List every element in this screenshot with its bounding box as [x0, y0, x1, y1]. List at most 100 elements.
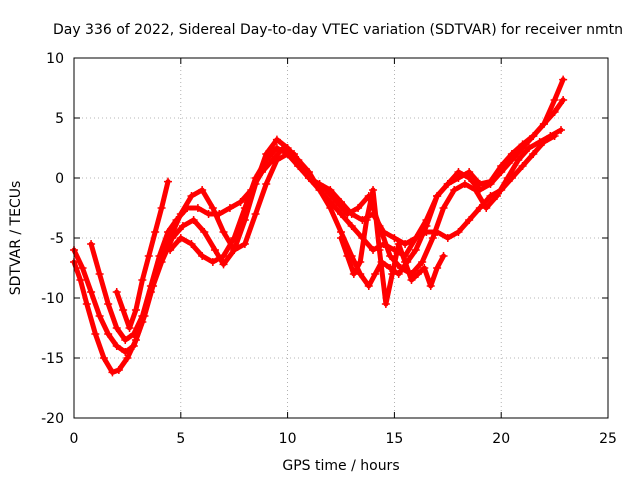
data-point-marker — [497, 168, 506, 176]
data-point-marker — [104, 330, 113, 338]
data-point-marker — [119, 306, 128, 314]
data-point-marker — [443, 234, 452, 242]
data-point-marker — [364, 282, 373, 290]
y-tick-label: -5 — [50, 231, 64, 247]
data-point-marker — [155, 252, 164, 260]
y-tick-labels: -20 -15 -10 -5 0 5 10 — [41, 51, 64, 427]
data-point-marker — [183, 204, 192, 212]
data-point-marker — [76, 276, 85, 284]
data-point-marker — [176, 234, 185, 242]
data-point-marker — [407, 276, 416, 284]
y-tick-label: -20 — [41, 411, 64, 427]
data-point-marker — [210, 246, 219, 254]
data-point-marker — [454, 228, 463, 236]
data-point-marker — [347, 210, 356, 218]
data-point-marker — [375, 246, 384, 254]
data-point-marker — [497, 186, 506, 194]
data-point-marker — [230, 234, 239, 242]
data-point-marker — [343, 252, 352, 260]
data-point-marker — [381, 300, 390, 308]
x-tick-label: 25 — [599, 431, 617, 447]
data-point-marker — [95, 270, 104, 278]
data-point-marker — [189, 216, 198, 224]
y-axis-label: SDTVAR / TECUs — [8, 181, 24, 296]
x-tick-label: 20 — [492, 431, 510, 447]
data-point-marker — [251, 210, 260, 218]
data-point-marker — [131, 306, 140, 314]
data-point-marker — [439, 252, 448, 260]
data-point-marker — [465, 216, 474, 224]
grid — [74, 58, 608, 418]
data-point-marker — [219, 252, 228, 260]
data-point-marker — [178, 222, 187, 230]
data-point-marker — [443, 180, 452, 188]
data-point-marker — [550, 132, 559, 140]
data-point-marker — [433, 192, 442, 200]
data-point-marker — [390, 234, 399, 242]
data-point-marker — [146, 282, 155, 290]
data-point-marker — [422, 216, 431, 224]
data-point-marker — [204, 210, 213, 218]
data-point-marker — [87, 240, 96, 248]
data-point-marker — [411, 234, 420, 242]
x-tick-labels: 0 5 10 15 20 25 — [70, 431, 617, 447]
data-point-marker — [486, 192, 495, 200]
data-point-marker — [550, 96, 559, 104]
data-point-marker — [129, 342, 138, 350]
data-point-marker — [99, 354, 108, 362]
y-tick-label: 10 — [46, 51, 64, 67]
data-point-marker — [187, 240, 196, 248]
data-point-marker — [411, 246, 420, 254]
data-point-marker — [157, 204, 166, 212]
data-point-marker — [262, 156, 271, 164]
data-point-marker — [87, 288, 96, 296]
data-point-marker — [460, 180, 469, 188]
data-point-marker — [539, 120, 548, 128]
data-point-marker — [356, 258, 365, 266]
data-point-marker — [524, 144, 533, 152]
data-point-marker — [219, 260, 228, 269]
data-point-marker — [559, 75, 568, 84]
data-point-marker — [262, 180, 271, 188]
data-point-marker — [125, 324, 134, 332]
data-point-marker — [422, 228, 431, 236]
data-point-marker — [433, 264, 442, 272]
data-point-marker — [471, 186, 480, 194]
data-point-marker — [337, 198, 345, 206]
data-point-marker — [198, 252, 207, 260]
data-point-marker — [193, 204, 202, 212]
data-point-marker — [362, 216, 371, 224]
data-point-marker — [347, 222, 356, 230]
data-point-marker — [230, 246, 239, 254]
data-point-marker — [557, 126, 566, 134]
data-point-marker — [294, 162, 303, 170]
data-point-marker — [337, 234, 345, 242]
tick-marks — [73, 57, 609, 419]
data-point-marker — [454, 168, 463, 176]
data-point-marker — [129, 330, 138, 338]
data-point-marker — [166, 246, 175, 254]
data-point-marker — [163, 177, 172, 186]
data-point-marker — [172, 216, 181, 224]
data-point-marker — [225, 204, 234, 212]
data-point-marker — [349, 270, 358, 278]
data-point-marker — [486, 180, 495, 188]
data-point-marker — [95, 312, 104, 320]
data-point-marker — [251, 174, 260, 182]
data-point-marker — [112, 342, 121, 350]
data-point-marker — [529, 132, 538, 140]
data-point-marker — [163, 228, 172, 236]
data-point-marker — [283, 150, 292, 158]
y-tick-label: -15 — [41, 351, 64, 367]
data-point-marker — [236, 198, 245, 206]
data-point-marker — [394, 240, 403, 248]
data-point-marker — [529, 150, 538, 158]
data-point-marker — [539, 138, 548, 146]
data-point-marker — [559, 96, 568, 104]
data-point-marker — [144, 252, 153, 260]
data-point-marker — [187, 192, 196, 200]
data-point-marker — [426, 282, 435, 290]
data-point-marker — [240, 240, 249, 248]
data-point-marker — [272, 135, 281, 144]
